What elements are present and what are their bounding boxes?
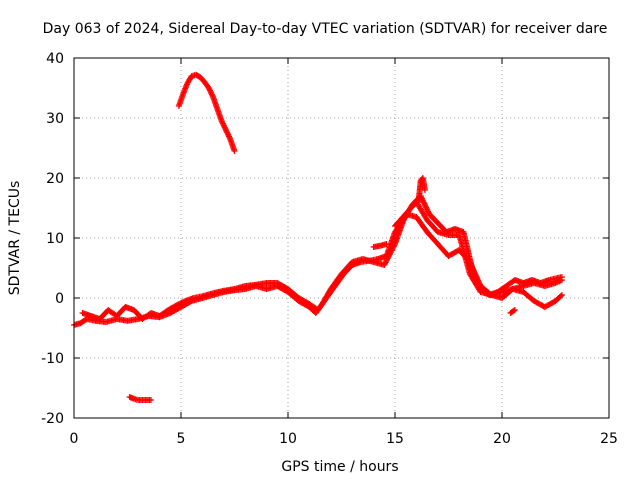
y-tick-label: 30	[46, 111, 64, 127]
y-tick-label: 40	[46, 51, 64, 67]
x-tick-label: 10	[279, 431, 297, 447]
y-tick-label: 20	[46, 171, 64, 187]
data-point	[510, 307, 517, 314]
data-point	[382, 259, 389, 266]
y-axis-label: SDTVAR / TECUs	[7, 181, 23, 296]
series-5	[415, 175, 428, 205]
data-point	[209, 92, 216, 99]
data-point	[511, 307, 518, 313]
x-axis-label: GPS time / hours	[281, 459, 398, 475]
data-point	[148, 397, 155, 403]
chart-title: Day 063 of 2024, Sidereal Day-to-day VTE…	[43, 21, 608, 37]
x-tick-label: 20	[493, 431, 511, 447]
data-point	[383, 258, 390, 265]
y-tick-label: -10	[41, 351, 64, 367]
grid-lines	[74, 58, 609, 418]
series-4	[126, 394, 155, 403]
x-tick-label: 0	[70, 431, 79, 447]
data-point	[421, 187, 428, 193]
y-tick-label: -20	[41, 411, 64, 427]
data-point	[558, 274, 565, 280]
data-point	[381, 260, 388, 267]
data-point	[226, 134, 233, 141]
axis-ticks: 0 5 10 15 20 25 -20 -10 0 10 20 30 40	[41, 51, 618, 447]
series-3	[175, 71, 238, 154]
series-6	[370, 241, 390, 250]
series-7	[507, 307, 518, 316]
series-1	[79, 193, 565, 322]
data-point	[231, 148, 238, 154]
data-point	[557, 293, 564, 299]
data-point	[558, 292, 565, 298]
y-tick-label: 10	[46, 231, 64, 247]
x-tick-label: 5	[177, 431, 186, 447]
data-point	[383, 241, 390, 247]
data-point	[391, 242, 398, 249]
series-2	[392, 211, 565, 310]
x-tick-label: 25	[600, 431, 618, 447]
y-tick-label: 0	[55, 291, 64, 307]
x-tick-label: 15	[386, 431, 404, 447]
data-points	[71, 71, 565, 403]
data-point	[381, 262, 388, 268]
